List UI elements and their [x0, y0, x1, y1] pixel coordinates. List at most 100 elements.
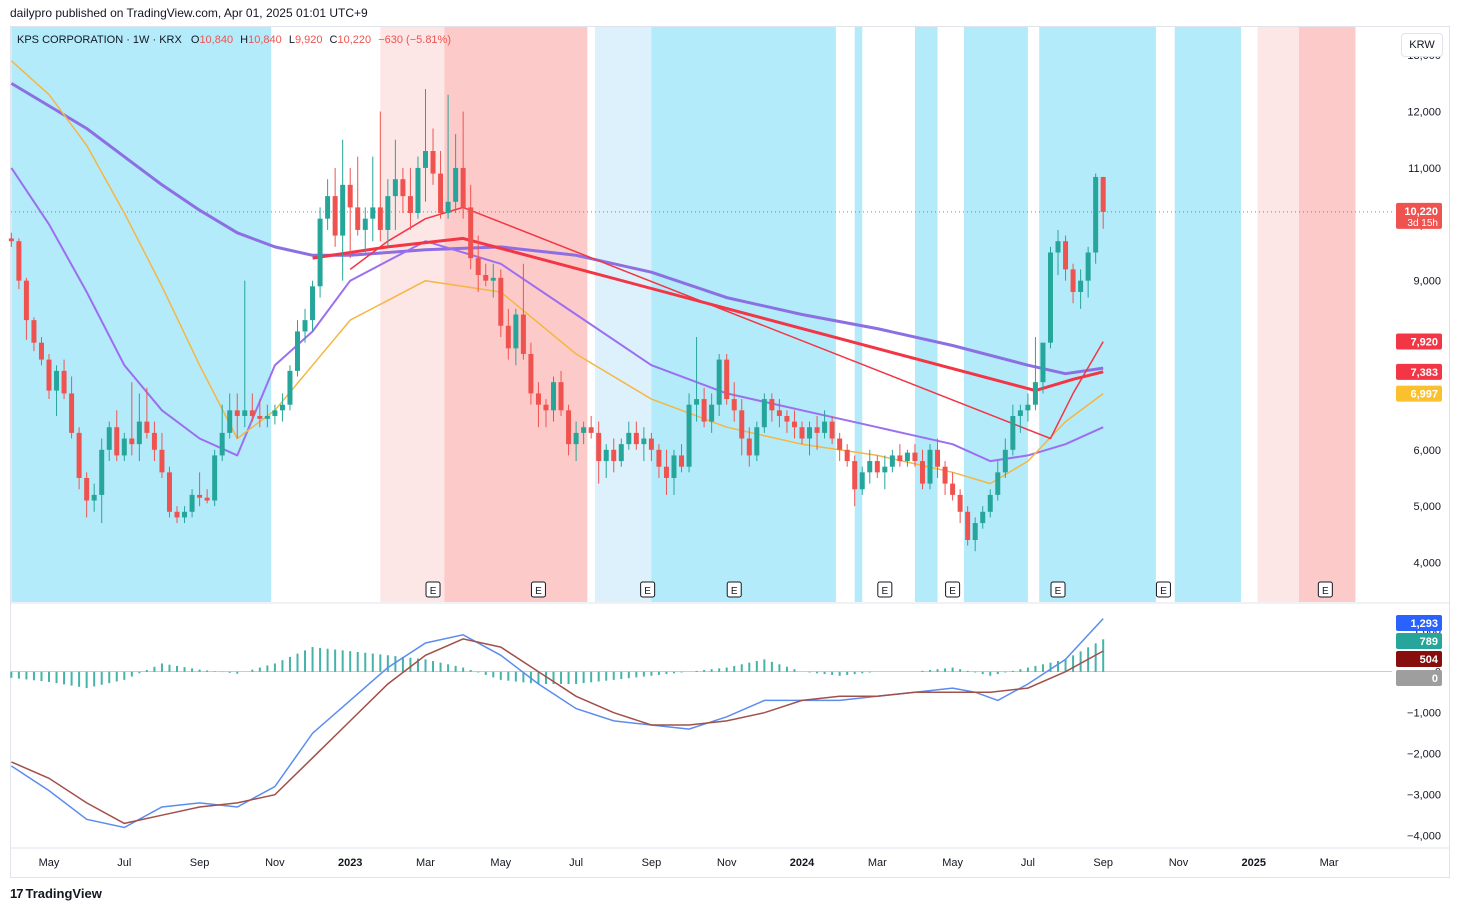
- price-tick-label: 6,000: [1413, 445, 1441, 457]
- candle-body: [852, 461, 858, 490]
- candle: [377, 111, 383, 242]
- candle-body: [1063, 241, 1069, 270]
- candle: [987, 489, 993, 518]
- candle-body: [528, 353, 534, 394]
- candle: [1055, 229, 1061, 276]
- candle: [242, 280, 248, 428]
- candle: [611, 438, 617, 473]
- candle-body: [69, 393, 75, 433]
- candle-body: [197, 494, 203, 498]
- currency-button[interactable]: KRW: [1401, 33, 1443, 57]
- oscillator-badge: [1396, 670, 1442, 686]
- candle: [445, 94, 451, 219]
- signal-line: [11, 638, 1104, 825]
- candle-body: [16, 241, 22, 281]
- candle: [528, 342, 534, 405]
- candle: [76, 427, 82, 490]
- candle: [814, 415, 820, 450]
- candle: [438, 151, 444, 219]
- oscillator-tick-label: −1,000: [1407, 708, 1441, 720]
- candle-body: [310, 286, 316, 321]
- candle-body: [633, 432, 639, 445]
- ma-value-badge-text: 7,920: [1410, 337, 1438, 349]
- candle-body: [588, 427, 594, 433]
- candle-body: [814, 427, 820, 433]
- candle-body: [46, 359, 52, 391]
- candle: [867, 449, 873, 484]
- candle-body: [882, 466, 888, 473]
- candle-body: [784, 415, 790, 422]
- earnings-marker: [640, 581, 656, 598]
- candle: [957, 489, 963, 524]
- candle: [204, 489, 210, 504]
- candle-body: [249, 410, 255, 416]
- candle: [8, 232, 14, 247]
- candle-body: [603, 449, 609, 462]
- high-value: 10,840: [248, 34, 282, 46]
- candle-body: [927, 449, 933, 484]
- candle-body: [581, 427, 587, 433]
- candle: [1070, 263, 1076, 304]
- earnings-marker: [945, 581, 961, 598]
- candle-body: [453, 167, 459, 202]
- ma-value-badge: [1396, 363, 1442, 380]
- candle-body: [596, 432, 602, 462]
- time-tick-label: Sep: [642, 857, 662, 869]
- candle-body: [475, 258, 481, 276]
- candle: [234, 393, 240, 439]
- candle: [648, 432, 654, 462]
- candle: [1002, 438, 1008, 478]
- candle: [724, 353, 730, 405]
- candle: [279, 393, 285, 422]
- candle-body: [716, 359, 722, 405]
- candle: [844, 444, 850, 467]
- candle-body: [837, 438, 843, 450]
- change-value: −630 (−5.81%): [378, 34, 451, 46]
- candle-body: [867, 461, 873, 473]
- candle: [227, 393, 233, 439]
- candle-body: [822, 421, 828, 433]
- candle-body: [332, 196, 338, 236]
- candle-body: [746, 438, 752, 456]
- candle-body: [54, 370, 60, 391]
- candle-body: [1085, 252, 1091, 281]
- candle: [54, 365, 60, 416]
- time-tick-label: 2023: [338, 857, 362, 869]
- candle: [535, 382, 541, 428]
- candle-body: [656, 449, 662, 467]
- chart-frame: [10, 26, 1450, 878]
- ma-value-badge-text: 7,383: [1410, 367, 1438, 379]
- candle: [746, 427, 752, 467]
- candle-body: [965, 511, 971, 540]
- candle-body: [709, 404, 715, 422]
- background-zone: [963, 27, 1028, 602]
- candle-body: [513, 314, 519, 349]
- earnings-label: E: [535, 586, 542, 597]
- candle-body: [460, 167, 466, 208]
- earnings-label: E: [1160, 586, 1167, 597]
- candle-body: [543, 404, 549, 411]
- close-label: C: [329, 34, 338, 46]
- candle: [566, 404, 572, 456]
- candle: [897, 444, 903, 467]
- candle: [407, 167, 413, 230]
- oscillator-badge-text: 504: [1420, 654, 1439, 666]
- candle: [972, 517, 978, 552]
- candle-body: [919, 461, 925, 484]
- candle: [671, 449, 677, 495]
- background-zone: [11, 27, 272, 602]
- candle-body: [294, 331, 300, 371]
- candle-body: [558, 382, 564, 411]
- candle-body: [844, 449, 850, 462]
- candle-body: [972, 523, 978, 540]
- candle: [859, 466, 865, 495]
- candle: [114, 410, 120, 462]
- candle: [287, 365, 293, 411]
- candle: [799, 421, 805, 445]
- candle-body: [1002, 449, 1008, 473]
- moving-average-line: [312, 236, 1104, 393]
- candle: [573, 421, 579, 462]
- oscillator-tick-label: −3,000: [1407, 790, 1441, 802]
- candle: [558, 370, 564, 416]
